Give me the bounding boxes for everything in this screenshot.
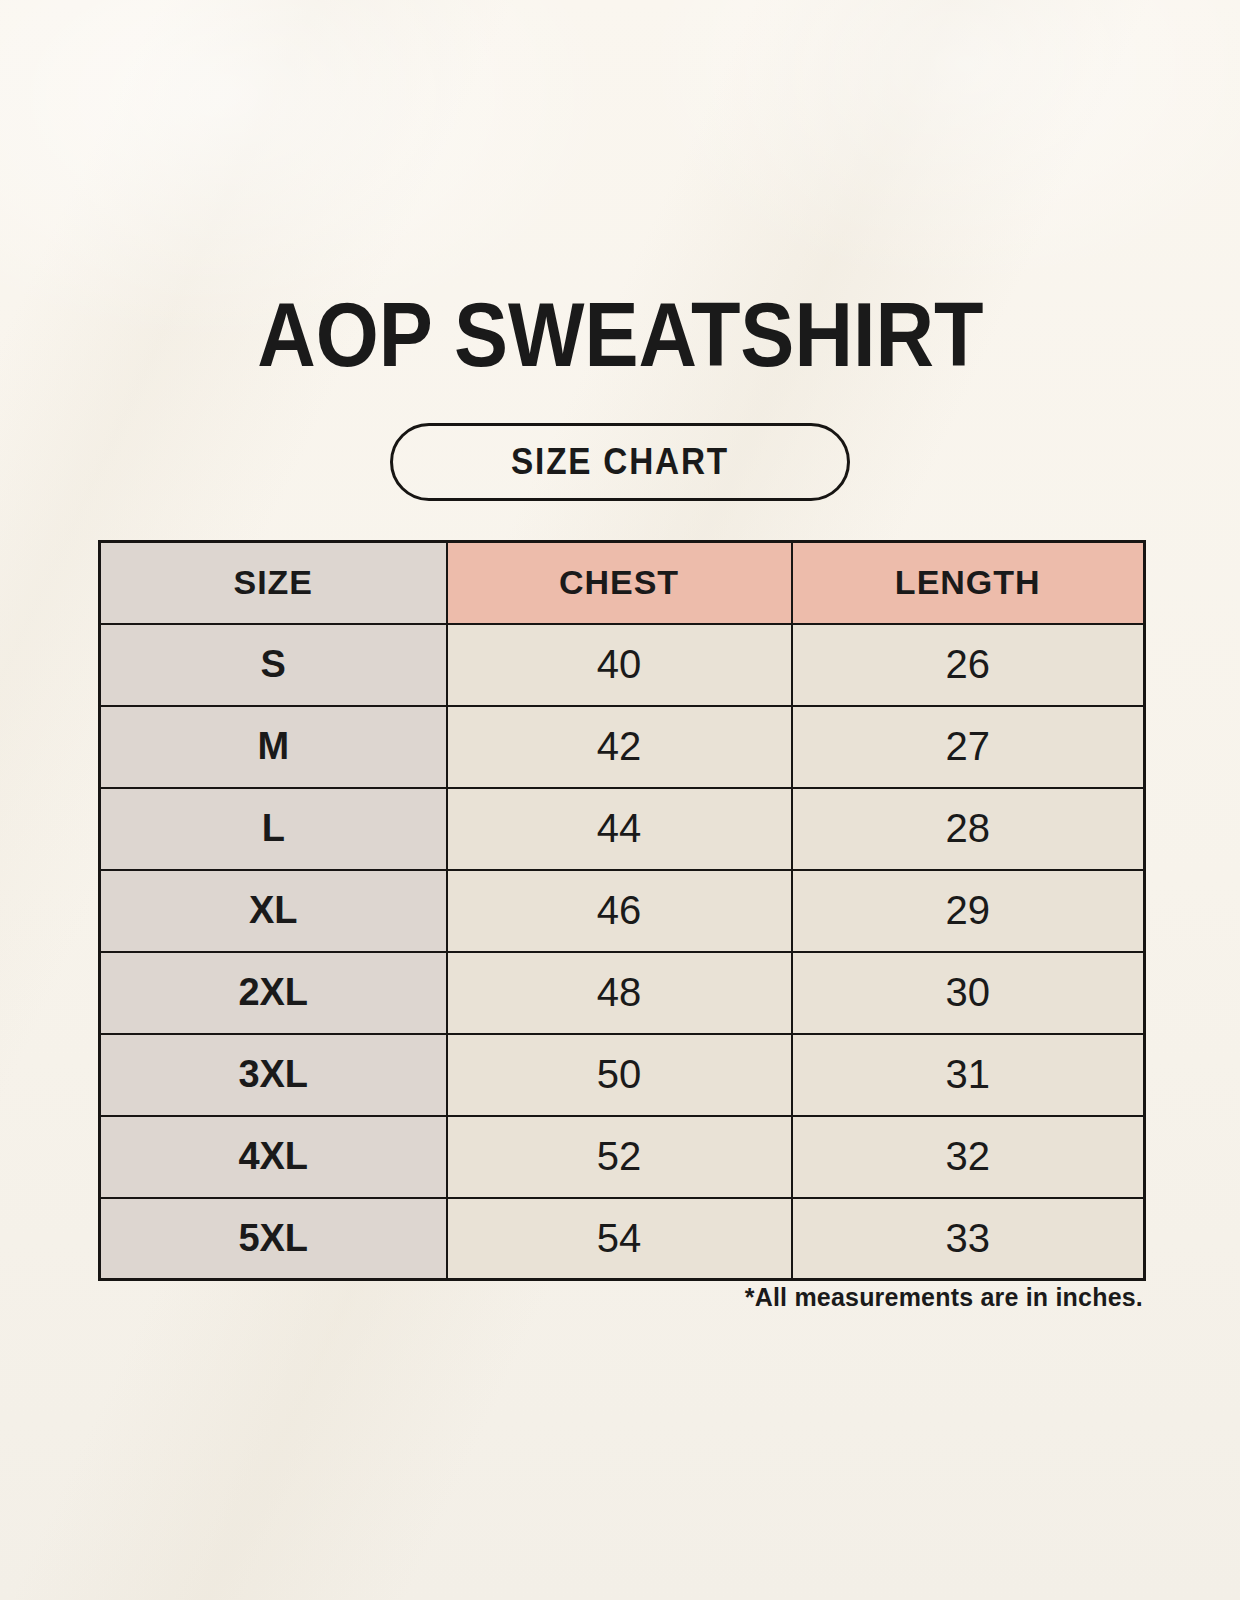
table-row-4xl: 4XL 52 32 (100, 1116, 1145, 1198)
chest-value-cell: 48 (447, 952, 792, 1034)
column-header-size: SIZE (100, 542, 447, 624)
table-row-xl: XL 46 29 (100, 870, 1145, 952)
table-row-s: S 40 26 (100, 624, 1145, 706)
size-label-cell: XL (100, 870, 447, 952)
size-chart-badge: SIZE CHART (390, 423, 850, 501)
length-value-cell: 27 (792, 706, 1145, 788)
length-value-cell: 31 (792, 1034, 1145, 1116)
chest-value-cell: 50 (447, 1034, 792, 1116)
chest-value-cell: 40 (447, 624, 792, 706)
length-value-cell: 33 (792, 1198, 1145, 1280)
table-row-m: M 42 27 (100, 706, 1145, 788)
chest-value-cell: 46 (447, 870, 792, 952)
chest-value-cell: 44 (447, 788, 792, 870)
size-label-cell: S (100, 624, 447, 706)
length-value-cell: 28 (792, 788, 1145, 870)
size-label-cell: 5XL (100, 1198, 447, 1280)
table-header-row: SIZE CHEST LENGTH (100, 542, 1145, 624)
chest-value-cell: 54 (447, 1198, 792, 1280)
page-background: AOP SWEATSHIRT SIZE CHART SIZE CHEST LEN… (0, 0, 1240, 1600)
size-chart-table: SIZE CHEST LENGTH S 40 26 M 42 27 L 44 2… (98, 540, 1146, 1281)
size-label-cell: 2XL (100, 952, 447, 1034)
chest-value-cell: 42 (447, 706, 792, 788)
table-row-5xl: 5XL 54 33 (100, 1198, 1145, 1280)
length-value-cell: 26 (792, 624, 1145, 706)
table-row-l: L 44 28 (100, 788, 1145, 870)
size-chart-badge-label: SIZE CHART (511, 441, 729, 483)
length-value-cell: 29 (792, 870, 1145, 952)
length-value-cell: 32 (792, 1116, 1145, 1198)
size-label-cell: 3XL (100, 1034, 447, 1116)
column-header-length: LENGTH (792, 542, 1145, 624)
size-label-cell: L (100, 788, 447, 870)
size-label-cell: 4XL (100, 1116, 447, 1198)
chest-value-cell: 52 (447, 1116, 792, 1198)
measurements-note: *All measurements are in inches. (745, 1283, 1143, 1312)
table-row-2xl: 2XL 48 30 (100, 952, 1145, 1034)
table-row-3xl: 3XL 50 31 (100, 1034, 1145, 1116)
title-container: AOP SWEATSHIRT (0, 280, 1240, 390)
column-header-chest: CHEST (447, 542, 792, 624)
size-label-cell: M (100, 706, 447, 788)
length-value-cell: 30 (792, 952, 1145, 1034)
page-title: AOP SWEATSHIRT (257, 290, 983, 380)
